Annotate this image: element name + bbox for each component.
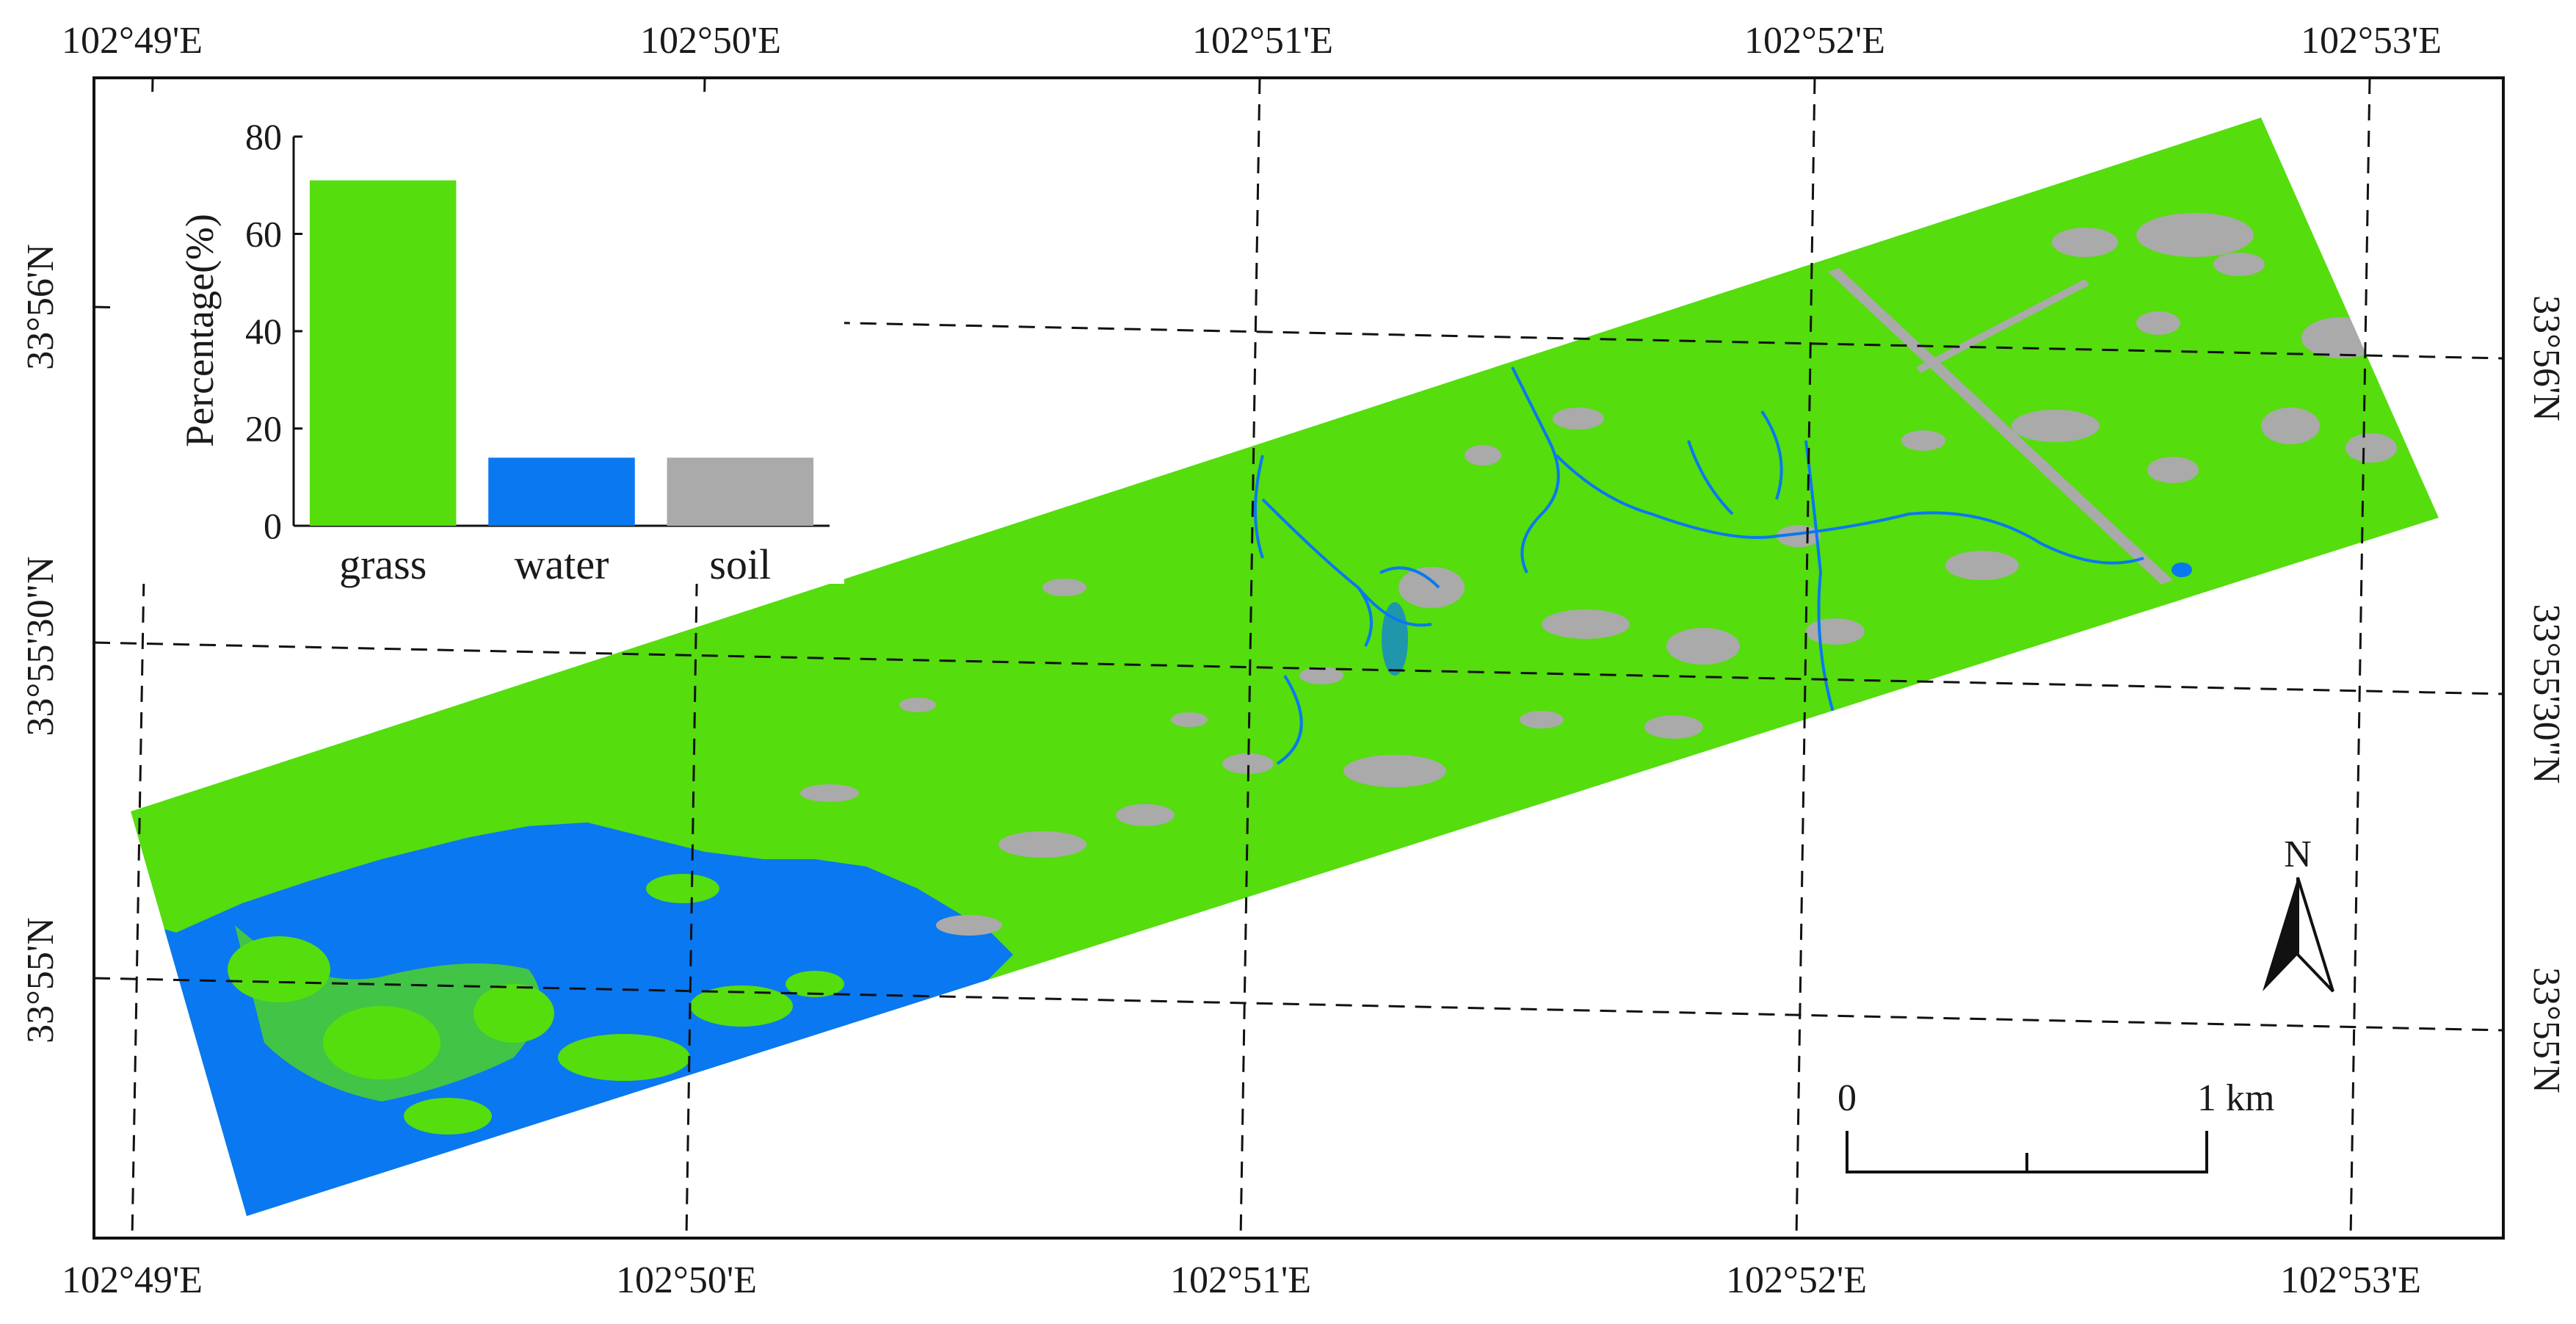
left-latitude-labels: 33°56'N 33°55'30"N 33°55'N bbox=[20, 244, 62, 1043]
bottom-lon-label: 102°51'E bbox=[1170, 1259, 1311, 1301]
top-lon-label: 102°52'E bbox=[1744, 20, 1885, 62]
chart-bar-soil bbox=[667, 457, 814, 526]
lake-water-area bbox=[131, 822, 1013, 1216]
left-lat-label: 33°56'N bbox=[20, 244, 62, 370]
scale-bar-unit: km bbox=[2226, 1077, 2274, 1119]
scale-bar-end-label: 1 bbox=[2197, 1077, 2216, 1119]
north-arrow: N bbox=[2263, 833, 2334, 993]
top-longitude-labels: 102°49'E 102°50'E 102°51'E 102°52'E 102°… bbox=[62, 20, 2442, 62]
bottom-lon-label: 102°53'E bbox=[2280, 1259, 2421, 1301]
top-lon-label: 102°50'E bbox=[640, 20, 781, 62]
left-lat-label: 33°55'30"N bbox=[20, 557, 62, 737]
north-arrow-icon bbox=[2263, 878, 2298, 991]
left-lat-label: 33°55'N bbox=[20, 917, 62, 1043]
right-lat-label: 33°55'30"N bbox=[2525, 604, 2567, 784]
chart-bar-grass bbox=[309, 180, 457, 526]
chart-y-tick-label: 60 bbox=[245, 214, 282, 255]
top-lon-label: 102°49'E bbox=[62, 20, 203, 62]
streams bbox=[1254, 366, 2144, 765]
land-cover-strip bbox=[131, 117, 2439, 1216]
chart-y-tick-label: 0 bbox=[264, 505, 282, 546]
right-lat-label: 33°55'N bbox=[2525, 967, 2567, 1093]
chart-bar-water bbox=[488, 457, 635, 526]
right-lat-label: 33°56'N bbox=[2525, 295, 2567, 422]
chart-category-label: water bbox=[515, 540, 609, 588]
right-latitude-labels: 33°56'N 33°55'30"N 33°55'N bbox=[2525, 295, 2567, 1093]
bottom-lon-label: 102°52'E bbox=[1726, 1259, 1867, 1301]
chart-y-tick-label: 80 bbox=[245, 116, 282, 157]
chart-y-tick-label: 40 bbox=[245, 311, 282, 352]
map-frame bbox=[92, 76, 2505, 1240]
scale-bar-start-label: 0 bbox=[1837, 1077, 1857, 1119]
north-arrow-label: N bbox=[2284, 833, 2312, 875]
chart-ylabel: Percentage(%) bbox=[178, 214, 222, 447]
chart-category-label: soil bbox=[709, 540, 771, 588]
water-islands bbox=[228, 874, 844, 1135]
bottom-lon-label: 102°49'E bbox=[62, 1259, 203, 1301]
top-lon-label: 102°51'E bbox=[1192, 20, 1333, 62]
scale-bar: 0 1 km bbox=[1837, 1077, 2274, 1173]
bottom-lon-label: 102°50'E bbox=[616, 1259, 757, 1301]
inset-bar-chart: Percentage(%) 0 20 40 60 80 grass water soil bbox=[110, 92, 844, 588]
top-lon-label: 102°53'E bbox=[2301, 20, 2442, 62]
chart-category-label: grass bbox=[339, 540, 427, 588]
bottom-longitude-labels: 102°49'E 102°50'E 102°51'E 102°52'E 102°… bbox=[62, 1259, 2421, 1301]
chart-y-tick-label: 20 bbox=[245, 408, 282, 449]
